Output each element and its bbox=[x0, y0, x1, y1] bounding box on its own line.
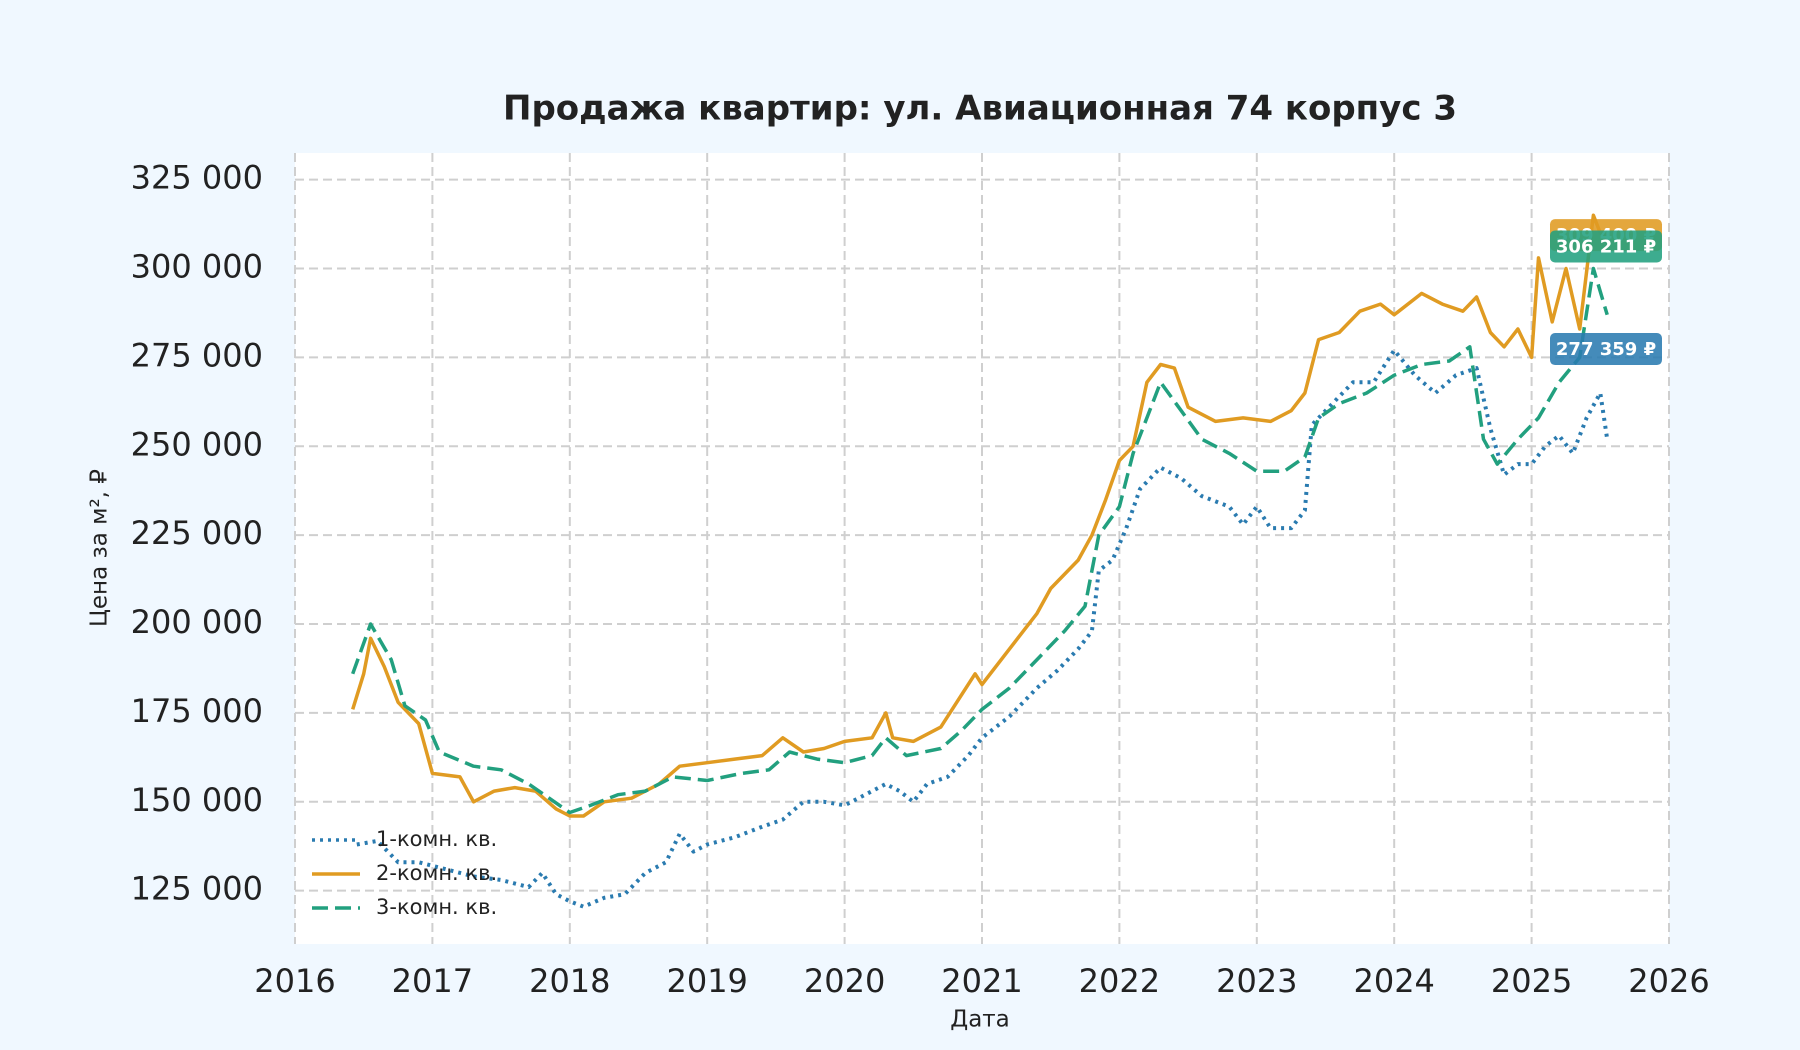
x-tick-label: 2024 bbox=[1353, 962, 1434, 1000]
y-axis-label: Цена за м², ₽ bbox=[87, 469, 113, 627]
y-tick-label: 150 000 bbox=[131, 781, 263, 819]
chart-title: Продажа квартир: ул. Авиационная 74 корп… bbox=[503, 89, 1457, 129]
x-tick-label: 2022 bbox=[1079, 962, 1160, 1000]
x-axis-label: Дата bbox=[950, 1007, 1010, 1033]
y-tick-label: 275 000 bbox=[131, 336, 263, 374]
series-line bbox=[351, 213, 1608, 818]
series-line bbox=[351, 266, 1609, 815]
x-tick-label: 2016 bbox=[254, 962, 335, 1000]
y-tick-label: 300 000 bbox=[131, 248, 263, 286]
legend-label: 2-комн. кв. bbox=[376, 861, 497, 885]
x-tick-label: 2020 bbox=[804, 962, 885, 1000]
y-tick-label: 175 000 bbox=[131, 692, 263, 730]
x-tick-label: 2019 bbox=[666, 962, 747, 1000]
y-tick-label: 125 000 bbox=[131, 870, 263, 908]
x-tick-label: 2026 bbox=[1628, 962, 1709, 1000]
x-tick-label: 2018 bbox=[529, 962, 610, 1000]
x-tick-label: 2017 bbox=[392, 962, 473, 1000]
x-tick-label: 2023 bbox=[1216, 962, 1297, 1000]
y-tick-label: 200 000 bbox=[131, 603, 263, 641]
end-label-box bbox=[1550, 230, 1662, 263]
end-label: 277 359 ₽ bbox=[1556, 339, 1656, 360]
end-label-box bbox=[1550, 333, 1662, 366]
end-label: 306 211 ₽ bbox=[1556, 236, 1656, 257]
x-tick-label: 2021 bbox=[941, 962, 1022, 1000]
legend-label: 3-комн. кв. bbox=[376, 895, 497, 919]
x-tick-label: 2025 bbox=[1491, 962, 1572, 1000]
legend-label: 1-комн. кв. bbox=[376, 827, 497, 851]
y-tick-label: 250 000 bbox=[131, 425, 263, 463]
y-tick-label: 225 000 bbox=[131, 514, 263, 552]
y-tick-label: 325 000 bbox=[131, 159, 263, 197]
